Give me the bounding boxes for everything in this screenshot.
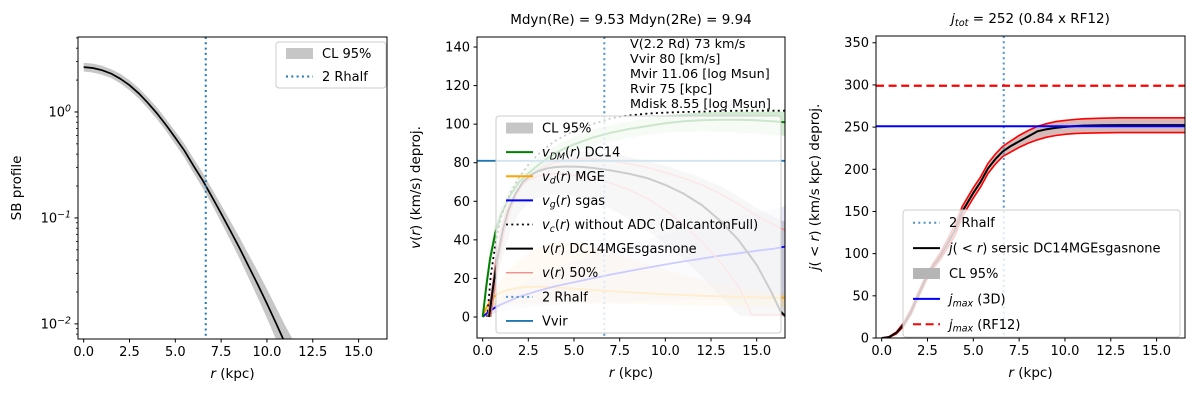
sb-profile-panel: 0.0 2.5 5.0 7.5 10.0 12.5 15.0 100 10−1 10−2 r (kp… xyxy=(9,36,388,382)
angular-momentum-panel: 0.0 2.5 5.0 7.5 10.0 12.5 15.0 0 50 100 150 200 250 3… xyxy=(807,11,1186,381)
x-axis-label: r (kpc) xyxy=(210,366,254,382)
legend-entry-label: 2 Rhalf xyxy=(949,216,995,231)
x-tick-label: 2.5 xyxy=(518,344,539,359)
x-tick-label: 0.0 xyxy=(472,344,493,359)
y-tick-label: 80 xyxy=(453,156,470,171)
x-tick-label: 2.5 xyxy=(119,345,140,360)
legend-entry-label: 2 Rhalf xyxy=(542,290,588,305)
legend-frame xyxy=(495,115,782,334)
annotation-line: Vvir 80 [km/s] xyxy=(630,52,720,67)
y-axis-label: SB profile xyxy=(9,156,25,221)
axes-spines xyxy=(875,35,1186,339)
y-tick-label: 100 xyxy=(445,118,470,133)
y-tick-label: 150 xyxy=(844,205,869,220)
legend-entry-label: vd(r) MGE xyxy=(542,170,605,187)
annotation-line: V(2.2 Rd) 73 km/s xyxy=(630,37,746,52)
annotation-line: Mdisk 8.55 [log Msun] xyxy=(630,97,771,112)
x-tick-label: 5.0 xyxy=(564,344,585,359)
x-tick-label: 15.0 xyxy=(1142,344,1171,359)
annotation-line: Rvir 75 [kpc] xyxy=(630,82,712,97)
x-tick-label: 10.0 xyxy=(651,344,680,359)
legend-entry-label: vDM(r) DC14 xyxy=(542,146,620,163)
legend-entry-label: CL 95% xyxy=(949,267,998,282)
legend-entry-label: jmax (3D) xyxy=(947,292,1006,309)
x-tick-label: 10.0 xyxy=(1050,344,1079,359)
legend-frame xyxy=(902,209,1181,338)
y-tick-label: 0 xyxy=(462,310,470,325)
sb-cl95-band xyxy=(83,62,293,339)
panel-title: jtot = 252 (0.84 x RF12) xyxy=(949,11,1110,29)
y-tick-label: 20 xyxy=(453,272,470,287)
y-axis-label: j( < r) (km/s kpc) deproj. xyxy=(807,104,823,273)
x-tick-label: 0.0 xyxy=(73,345,94,360)
sb-profile-line xyxy=(83,66,285,339)
x-tick-label: 7.5 xyxy=(211,345,232,360)
y-tick-label: 0 xyxy=(861,332,869,347)
y-axis-label: v(r) (km/s) deproj. xyxy=(408,126,424,249)
legend-entry-label: j( < r) sersic DC14MGEsgasnone xyxy=(947,242,1161,257)
y-tick-label: 140 xyxy=(445,41,470,56)
y-tick-label: 200 xyxy=(844,163,869,178)
y-tick-label: 100 xyxy=(844,247,869,262)
axes-spines xyxy=(476,36,786,339)
x-tick-label: 5.0 xyxy=(165,345,186,360)
y-tick-label: 250 xyxy=(844,121,869,136)
legend-box: CL 95% 2 Rhalf xyxy=(275,41,387,89)
panel-title: Mdyn(Re) = 9.53 Mdyn(2Re) = 9.94 xyxy=(510,12,752,28)
x-tick-label: 10.0 xyxy=(252,345,281,360)
y-tick-label: 300 xyxy=(844,78,869,93)
x-axis-label: r (kpc) xyxy=(609,365,653,381)
y-tick-label: 60 xyxy=(453,195,470,210)
legend-entry-label: CL 95% xyxy=(542,122,591,137)
y-tick-label: 50 xyxy=(852,289,869,304)
legend-box: CL 95% vDM(r) DC14 vd(r) MGE vg(r) sgas vc(r… xyxy=(495,115,782,334)
y-tick-label: 350 xyxy=(844,36,869,51)
legend-box: 2 Rhalf j( < r) sersic DC14MGEsgasnone CL … xyxy=(902,209,1181,338)
x-tick-label: 15.0 xyxy=(742,344,771,359)
y-tick-label: 40 xyxy=(453,233,470,248)
x-tick-label: 15.0 xyxy=(344,345,373,360)
legend-entry-label: vc(r) without ADC (DalcantonFull) xyxy=(542,218,758,235)
x-tick-label: 2.5 xyxy=(917,344,938,359)
legend-entry-label: v(r) DC14MGEsgasnone xyxy=(542,242,697,257)
x-tick-label: 5.0 xyxy=(963,344,984,359)
x-tick-label: 7.5 xyxy=(1009,344,1030,359)
y-tick-label: 120 xyxy=(445,79,470,94)
legend-entry-label: 2 Rhalf xyxy=(322,70,368,85)
x-tick-label: 12.5 xyxy=(697,344,726,359)
y-tick-label: 10−2 xyxy=(41,315,71,332)
x-axis-label: r (kpc) xyxy=(1008,365,1052,381)
legend-swatch-patch xyxy=(506,122,533,134)
x-tick-label: 0.0 xyxy=(871,344,892,359)
legend-entry-label: jmax (RF12) xyxy=(947,318,1020,335)
legend-swatch-patch xyxy=(286,48,313,59)
y-tick-label: 10−1 xyxy=(41,209,71,226)
y-tick-label: 100 xyxy=(48,104,71,121)
axes-spines xyxy=(77,36,388,340)
x-tick-label: 12.5 xyxy=(1096,344,1125,359)
legend-entry-label: CL 95% xyxy=(322,47,371,62)
legend-entry-label: Vvir xyxy=(542,314,568,329)
x-tick-label: 7.5 xyxy=(609,344,630,359)
legend-entry-label: v(r) 50% xyxy=(542,266,598,281)
legend-swatch-patch xyxy=(913,268,940,279)
x-tick-label: 12.5 xyxy=(298,345,327,360)
annotation-line: Mvir 11.06 [log Msun] xyxy=(630,67,770,82)
legend-entry-label: vg(r) sgas xyxy=(542,194,605,211)
